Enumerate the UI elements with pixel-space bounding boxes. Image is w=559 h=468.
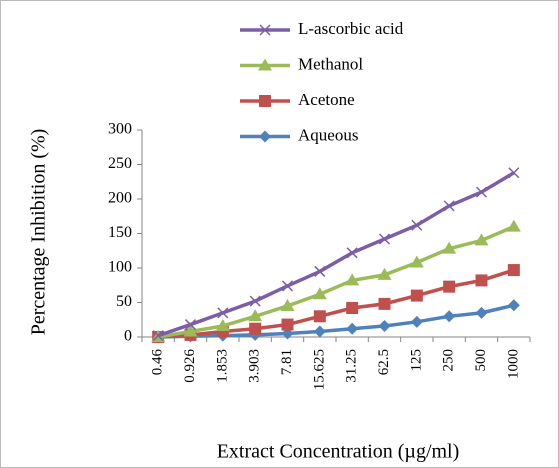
data-point [314,265,326,277]
y-tick-label: 150 [108,224,132,241]
data-point [313,310,326,323]
series-line [157,224,515,339]
legend-label: Aqueous [298,125,358,144]
data-point [152,330,164,342]
data-point [312,287,327,300]
legend-marker [259,24,271,36]
x-tick-label: 62.5 [376,349,392,375]
data-point [378,233,391,245]
data-point [346,322,359,335]
legend-marker [259,130,271,143]
data-point [249,295,261,307]
data-point [377,267,392,280]
data-point [280,298,295,311]
data-point [508,167,520,179]
data-point [248,309,263,322]
data-point [475,274,488,287]
series-line [157,171,515,338]
x-tick-label: 500 [473,349,489,372]
x-tick-label: 1.853 [214,349,230,383]
data-point [249,322,262,335]
x-tick-label: 7.81 [279,349,295,375]
data-point [281,318,294,331]
legend-marker [258,58,272,71]
x-tick-label: 250 [441,349,457,372]
data-point [506,219,521,232]
x-tick-label: 0.926 [182,349,198,383]
data-point [281,280,294,292]
y-tick-label: 0 [124,328,132,345]
y-tick-label: 100 [108,259,132,276]
data-point [217,307,229,319]
x-tick-label: 0.46 [150,349,166,376]
y-axis-title: Percentage Inhibition (%) [28,129,50,336]
x-axis-title: Extract Concentration (µg/ml) [217,441,460,463]
y-tick-label: 250 [108,155,132,172]
data-point [411,219,423,231]
data-point [443,200,455,212]
data-point [183,324,198,337]
legend-label: L-ascorbic acid [298,19,404,38]
data-point [443,310,456,323]
x-tick-label: 15.625 [311,349,327,390]
legend-label: Acetone [298,90,355,109]
data-point [507,299,520,312]
data-point [474,233,489,246]
data-point [443,280,456,293]
x-tick-label: 3.903 [247,349,263,383]
data-point [475,186,488,198]
data-point [346,302,359,315]
legend-marker [259,95,271,107]
data-point [410,315,423,328]
data-point [184,319,197,331]
data-point [378,319,391,332]
data-point [410,289,423,302]
data-point [378,297,391,310]
x-tick-label: 1000 [505,349,521,379]
data-point [507,264,520,277]
y-tick-label: 200 [108,190,132,207]
data-point [345,273,360,286]
data-point [346,247,358,259]
data-point [313,325,326,338]
y-tick-label: 50 [116,293,132,310]
x-tick-label: 31.25 [344,349,360,383]
data-point [442,241,457,254]
data-point [409,255,424,268]
legend-label: Methanol [298,54,363,73]
y-tick-label: 300 [108,121,132,138]
x-tick-label: 125 [408,349,424,372]
data-point [475,306,488,319]
data-point [215,318,230,331]
